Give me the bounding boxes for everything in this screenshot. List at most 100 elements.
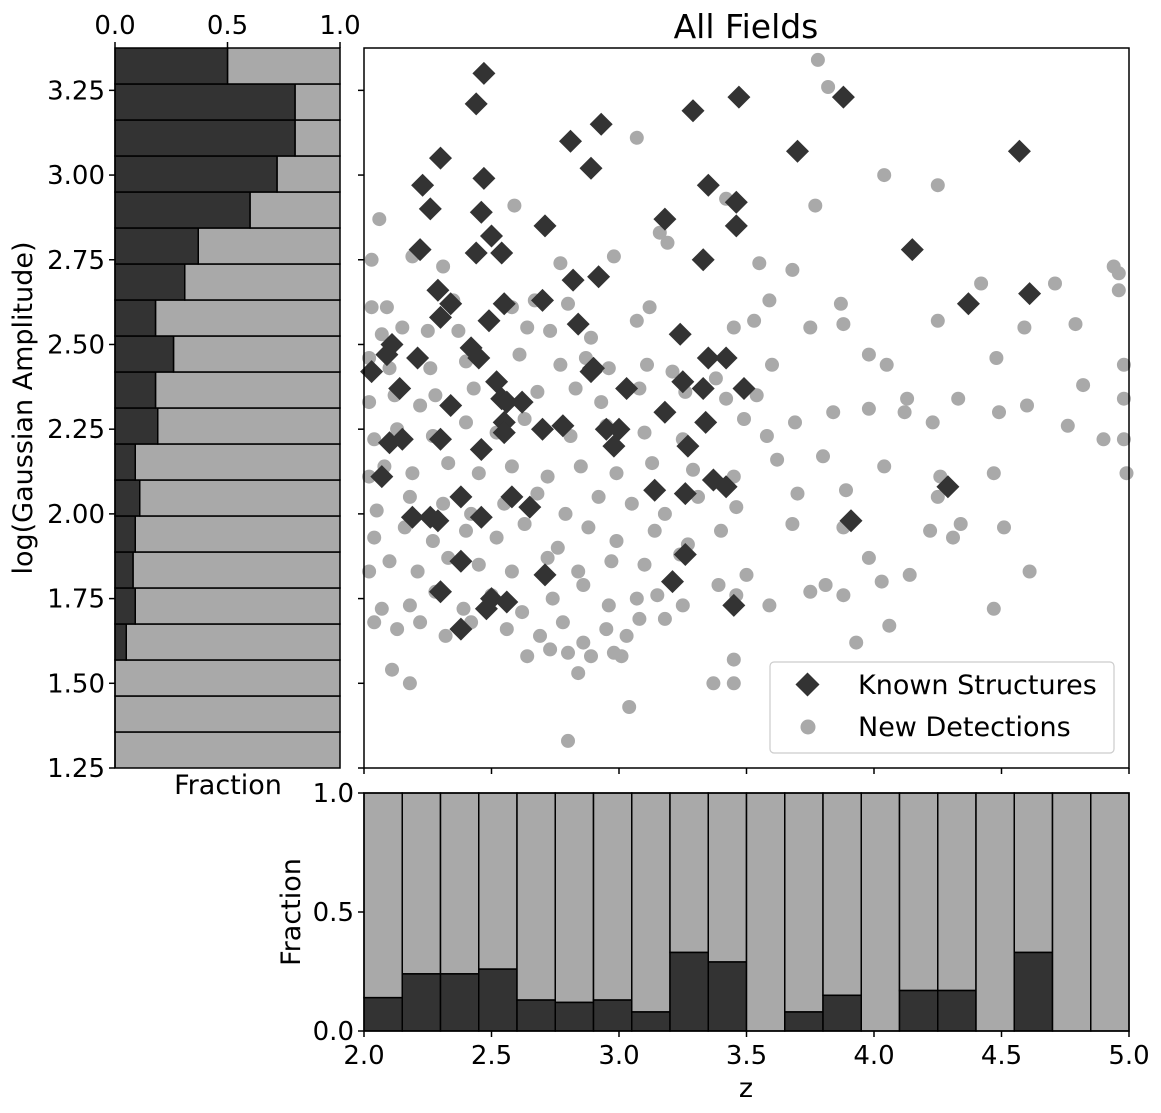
x-tick-label: 3.5: [726, 1041, 767, 1071]
x-tick-label: 5.0: [1108, 1041, 1149, 1071]
y-tick-label: 2.75: [47, 246, 105, 276]
known-structure-point: [566, 312, 590, 336]
new-detection-point: [1096, 432, 1111, 447]
new-detection-point: [402, 676, 417, 691]
bottom-hist-known-bar: [937, 989, 977, 1032]
new-detection-point: [632, 611, 647, 626]
new-detection-point: [436, 259, 451, 274]
new-detection-point: [930, 489, 945, 504]
known-structure-point: [579, 156, 603, 180]
new-detection-point: [410, 564, 425, 579]
new-detection-point: [558, 506, 573, 521]
new-detection-point: [459, 415, 473, 430]
new-detection-point: [645, 456, 660, 471]
new-detection-point: [808, 198, 823, 213]
bottom-hist-new-bar: [592, 792, 633, 1001]
new-detection-point: [770, 452, 785, 467]
new-detection-point: [604, 554, 619, 569]
known-structure-point: [480, 224, 503, 248]
new-detection-point: [390, 622, 405, 637]
known-structure-point: [561, 268, 585, 292]
known-structure-point: [360, 360, 384, 384]
new-detection-point: [545, 591, 560, 606]
new-detection-point: [637, 557, 652, 572]
left-hist-new-bar: [294, 83, 341, 121]
bottom-hist-new-bar: [937, 792, 977, 992]
new-detection-point: [726, 652, 741, 667]
known-structure-point: [490, 241, 514, 265]
new-detection-point: [714, 523, 728, 538]
left-hist-new-bar: [154, 299, 341, 337]
bottom-y-tick-label: 1.0: [313, 779, 354, 809]
left-hist-known-bar: [114, 227, 199, 265]
chart-title: All Fields: [674, 7, 819, 46]
known-structure-point: [696, 173, 720, 197]
new-detection-point: [719, 391, 734, 406]
new-detection-point: [609, 534, 624, 548]
new-detection-point: [624, 496, 639, 511]
new-detection-point: [425, 534, 440, 548]
bottom-hist-known-bar: [554, 1001, 595, 1032]
new-detection-point: [986, 601, 1001, 616]
new-detection-point: [543, 323, 558, 338]
known-structure-point: [607, 417, 631, 441]
known-structure-point: [594, 417, 618, 441]
x-tick-label: 2.0: [343, 1041, 384, 1071]
new-detection-point: [540, 469, 555, 484]
x-tick-label: 3.0: [598, 1041, 639, 1071]
bottom-hist-new-bar: [478, 792, 518, 970]
known-structure-point: [477, 309, 501, 333]
new-detection-point: [436, 496, 451, 511]
new-detection-point: [515, 605, 530, 620]
new-detection-point: [499, 622, 514, 637]
new-detection-point: [520, 649, 535, 664]
bottom-hist-known-bar: [822, 994, 862, 1032]
known-structure-point: [469, 505, 493, 529]
known-structure-point: [724, 214, 748, 238]
new-detection-point: [747, 313, 762, 328]
legend-frame: [769, 661, 1115, 754]
new-detection-point: [591, 489, 606, 504]
left-hist-known-bar: [114, 83, 296, 121]
new-detection-point: [1119, 466, 1134, 481]
y-tick-label: 2.25: [47, 415, 105, 445]
left-hist-known-bar: [114, 371, 157, 409]
known-structure-point: [429, 146, 452, 170]
new-detection-point: [816, 449, 830, 464]
new-detection-point: [423, 361, 438, 376]
new-detection-point: [785, 517, 800, 531]
known-structure-point: [602, 434, 626, 458]
bottom-hist-new-bar: [1090, 792, 1130, 1032]
new-detection-point: [601, 361, 616, 376]
new-detection-point: [726, 676, 741, 691]
new-detection-point: [367, 615, 382, 630]
known-structure-point: [732, 377, 756, 400]
known-structure-point: [831, 85, 855, 109]
known-structure-point: [492, 421, 516, 445]
new-detection-point: [647, 523, 662, 538]
new-detection-point: [790, 486, 805, 501]
left-hist-new-bar: [157, 407, 341, 445]
new-detection-point: [561, 733, 575, 748]
left-x-axis-label: Fraction: [174, 770, 282, 801]
y-tick-label: 1.75: [47, 585, 105, 615]
known-structure-point: [786, 139, 809, 163]
new-detection-point: [374, 601, 389, 616]
known-structure-point: [589, 112, 613, 136]
x-axis-label: z: [739, 1073, 753, 1104]
new-detection-point: [849, 635, 864, 650]
new-detection-point: [362, 395, 377, 410]
known-structure-point: [375, 343, 399, 367]
left-hist-known-bar: [114, 119, 296, 157]
left-hist-known-bar: [114, 443, 136, 481]
left-x-tick-label: 1.0: [319, 11, 360, 41]
known-structure-point: [449, 617, 473, 641]
new-detection-point: [803, 320, 818, 335]
new-detection-point: [402, 598, 417, 613]
known-structure-point: [449, 549, 473, 573]
new-detection-point: [622, 700, 637, 714]
known-structure-point: [388, 377, 412, 400]
new-detection-point: [785, 262, 800, 277]
bottom-hist-known-bar: [478, 968, 518, 1032]
x-tick-label: 2.5: [471, 1041, 512, 1071]
